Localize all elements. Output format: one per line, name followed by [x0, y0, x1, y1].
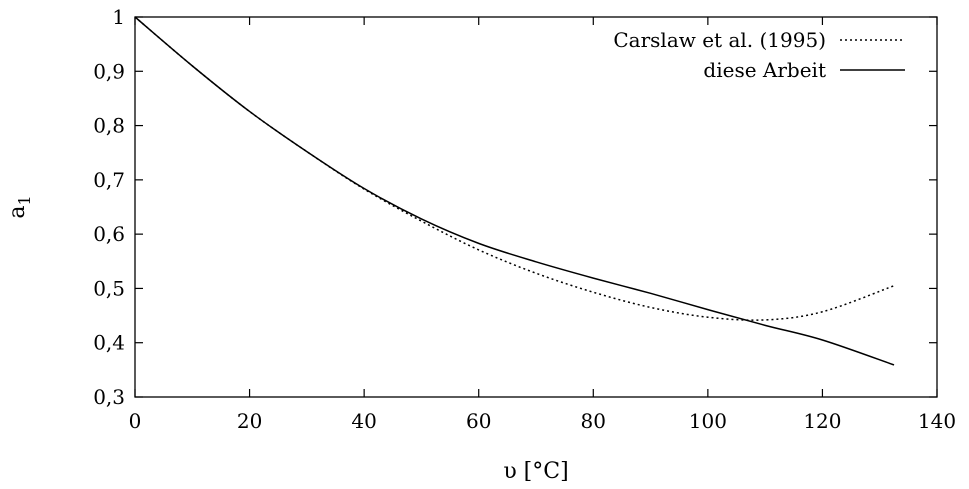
- y-tick-label: 0,6: [93, 222, 125, 246]
- x-axis-label: υ [°C]: [503, 459, 568, 484]
- x-tick-label: 20: [237, 409, 262, 433]
- y-tick-label: 0,4: [93, 331, 125, 355]
- series-lines: [134, 16, 895, 366]
- y-axis-label-subscript: 1: [15, 195, 34, 205]
- axis-ticks: [134, 16, 938, 398]
- x-tick-label: 120: [803, 409, 841, 433]
- x-tick-label: 100: [689, 409, 727, 433]
- x-tick-label: 140: [918, 409, 956, 433]
- x-tick-label: 40: [351, 409, 376, 433]
- x-tick-label: 80: [581, 409, 606, 433]
- x-tick-label: 60: [466, 409, 491, 433]
- y-tick-labels: 0,3 0,4 0,5 0,6 0,7 0,8 0,9 1: [93, 5, 125, 409]
- y-tick-label: 0,7: [93, 168, 125, 192]
- legend-label-diese-arbeit: diese Arbeit: [703, 58, 826, 82]
- series-line-diese-arbeit: [134, 16, 895, 366]
- y-tick-label: 1: [112, 5, 125, 29]
- legend: Carslaw et al. (1995) diese Arbeit: [613, 28, 905, 82]
- y-axis-label-main: a: [5, 206, 30, 219]
- y-tick-label: 0,3: [93, 385, 125, 409]
- y-tick-label: 0,5: [93, 276, 125, 300]
- legend-label-carslaw: Carslaw et al. (1995): [613, 28, 826, 52]
- y-axis-label: a1: [5, 195, 34, 218]
- plot-frame: [134, 16, 938, 398]
- x-tick-label: 0: [129, 409, 142, 433]
- y-tick-label: 0,8: [93, 114, 125, 138]
- x-tick-labels: 0 20 40 60 80 100 120 140: [129, 409, 956, 433]
- y-tick-label: 0,9: [93, 59, 125, 83]
